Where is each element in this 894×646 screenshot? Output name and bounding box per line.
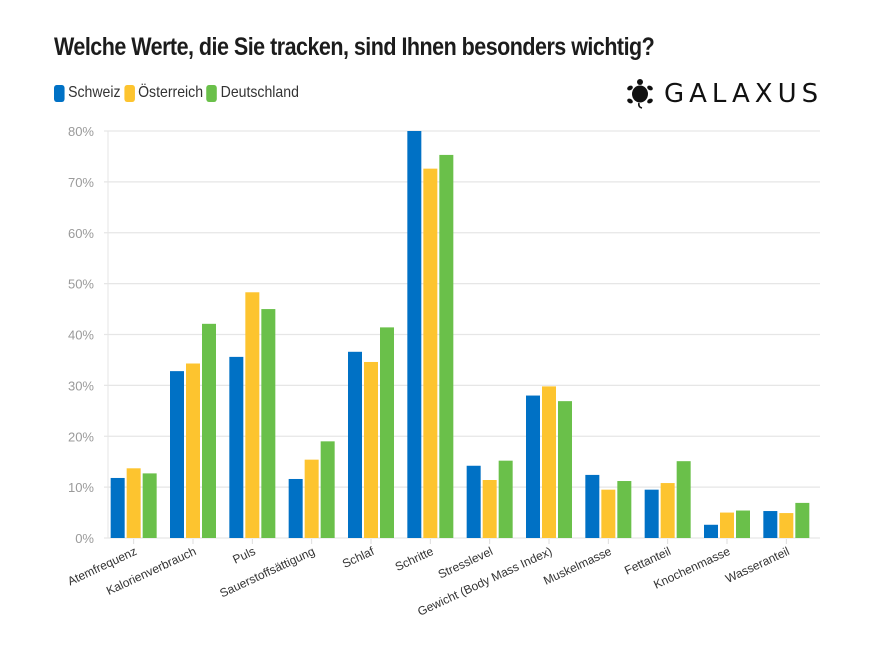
y-tick-label: 0% <box>75 531 94 546</box>
bar-deutschland-4 <box>380 327 394 538</box>
bar-deutschland-7 <box>558 401 572 538</box>
legend-item-deutschland: Deutschland <box>206 84 299 102</box>
bar-deutschland-8 <box>617 481 632 538</box>
bar-schweiz-10 <box>704 524 718 538</box>
bar-schweiz-3 <box>288 478 303 538</box>
chart-title: Welche Werte, die Sie tracken, sind Ihne… <box>54 33 655 61</box>
bar-deutschland-5 <box>439 154 454 538</box>
turtle-icon <box>627 79 653 109</box>
y-tick-label: 10% <box>68 480 94 495</box>
bar-schweiz-0 <box>110 477 125 538</box>
bar-schweiz-11 <box>763 511 778 538</box>
bar-deutschland-2 <box>261 309 276 538</box>
x-tick-label: Muskelmasse <box>541 544 614 588</box>
legend-label-deutschland: Deutschland <box>220 84 299 101</box>
y-tick-label: 80% <box>68 124 94 139</box>
bar-oesterreich-4 <box>364 361 378 538</box>
x-tick-label: Puls <box>231 544 258 567</box>
bar-oesterreich-3 <box>304 459 319 538</box>
legend-swatch-deutschland <box>206 84 218 102</box>
bar-oesterreich-11 <box>779 513 794 538</box>
legend: Schweiz Österreich Deutschland <box>54 84 302 102</box>
bar-deutschland-6 <box>498 460 513 538</box>
x-tick-label: Wasseranteil <box>723 544 791 586</box>
bar-deutschland-3 <box>320 441 335 538</box>
bar-oesterreich-10 <box>720 512 734 538</box>
bar-schweiz-1 <box>170 371 184 538</box>
legend-swatch-oesterreich <box>124 84 135 102</box>
x-tick-label: Schritte <box>393 544 436 574</box>
bar-oesterreich-5 <box>423 168 438 538</box>
bar-schweiz-4 <box>348 351 362 538</box>
bar-schweiz-5 <box>407 131 422 538</box>
bar-schweiz-7 <box>526 395 540 538</box>
x-tick-label: Schlaf <box>340 544 377 571</box>
bar-oesterreich-8 <box>601 489 616 538</box>
grid-lines <box>104 130 820 539</box>
y-tick-label: 60% <box>68 226 94 241</box>
legend-label-oesterreich: Österreich <box>138 84 204 101</box>
bar-oesterreich-9 <box>660 483 675 538</box>
y-tick-label: 50% <box>68 277 94 292</box>
bar-deutschland-9 <box>676 461 691 538</box>
bar-oesterreich-1 <box>186 363 200 538</box>
y-tick-label: 30% <box>68 378 94 393</box>
bar-deutschland-11 <box>795 502 810 538</box>
legend-label-schweiz: Schweiz <box>68 84 121 101</box>
bar-oesterreich-2 <box>245 292 260 538</box>
y-tick-label: 20% <box>68 429 94 444</box>
bar-deutschland-10 <box>736 510 750 538</box>
bar-oesterreich-7 <box>542 386 556 538</box>
bar-schweiz-6 <box>466 465 481 538</box>
legend-item-schweiz: Schweiz <box>54 84 121 102</box>
bar-schweiz-9 <box>644 489 659 538</box>
legend-item-oesterreich: Österreich <box>124 84 203 102</box>
y-tick-label: 40% <box>68 328 94 343</box>
bar-deutschland-1 <box>202 323 216 538</box>
bar-schweiz-2 <box>229 356 244 538</box>
bar-oesterreich-0 <box>126 468 141 538</box>
bar-deutschland-0 <box>142 473 157 538</box>
brand-name: GALAXUS <box>664 79 824 109</box>
legend-swatch-schweiz <box>54 84 65 102</box>
bar-oesterreich-6 <box>482 480 497 538</box>
y-axis-ticks: 0% 10% 20% 30% 40% 50% 60% 70% 80% <box>68 124 94 546</box>
y-tick-label: 70% <box>68 175 94 190</box>
galaxus-logo: GALAXUS <box>626 78 823 110</box>
bars <box>110 131 810 538</box>
bar-schweiz-8 <box>585 474 600 538</box>
